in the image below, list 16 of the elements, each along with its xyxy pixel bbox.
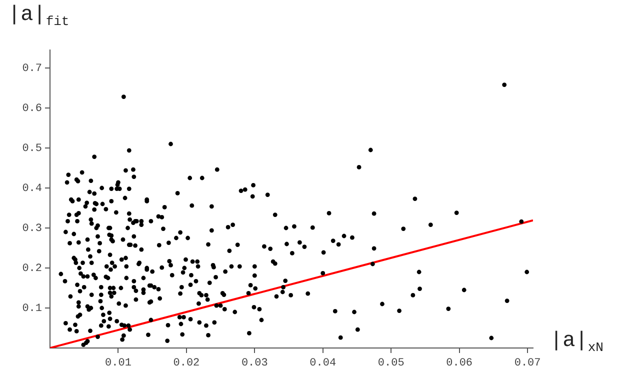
x-tick-label: 0.05 xyxy=(378,358,404,370)
x-tick-label: 0.07 xyxy=(514,358,541,370)
y-tick-label: 0.6 xyxy=(22,102,42,115)
x-axis-title: |a|$_{xN}$ xyxy=(550,330,604,356)
x-tick-label: 0.02 xyxy=(173,358,200,370)
x-tick-label: 0.03 xyxy=(241,358,268,370)
y-tick-label: 0.1 xyxy=(22,302,42,315)
y-tick-label: 0.4 xyxy=(22,182,42,195)
y-tick-label: 0.3 xyxy=(22,222,42,235)
y-tick-label: 0.7 xyxy=(22,62,42,75)
y-tick-label: 0.5 xyxy=(22,142,42,155)
y-tick-label: 0.2 xyxy=(22,262,42,275)
x-tick-label: 0.01 xyxy=(105,358,132,370)
x-tick-label: 0.06 xyxy=(446,358,473,370)
x-tick-label: 0.04 xyxy=(310,358,336,370)
y-axis-title: |a|$_{fit}$ xyxy=(8,4,70,30)
